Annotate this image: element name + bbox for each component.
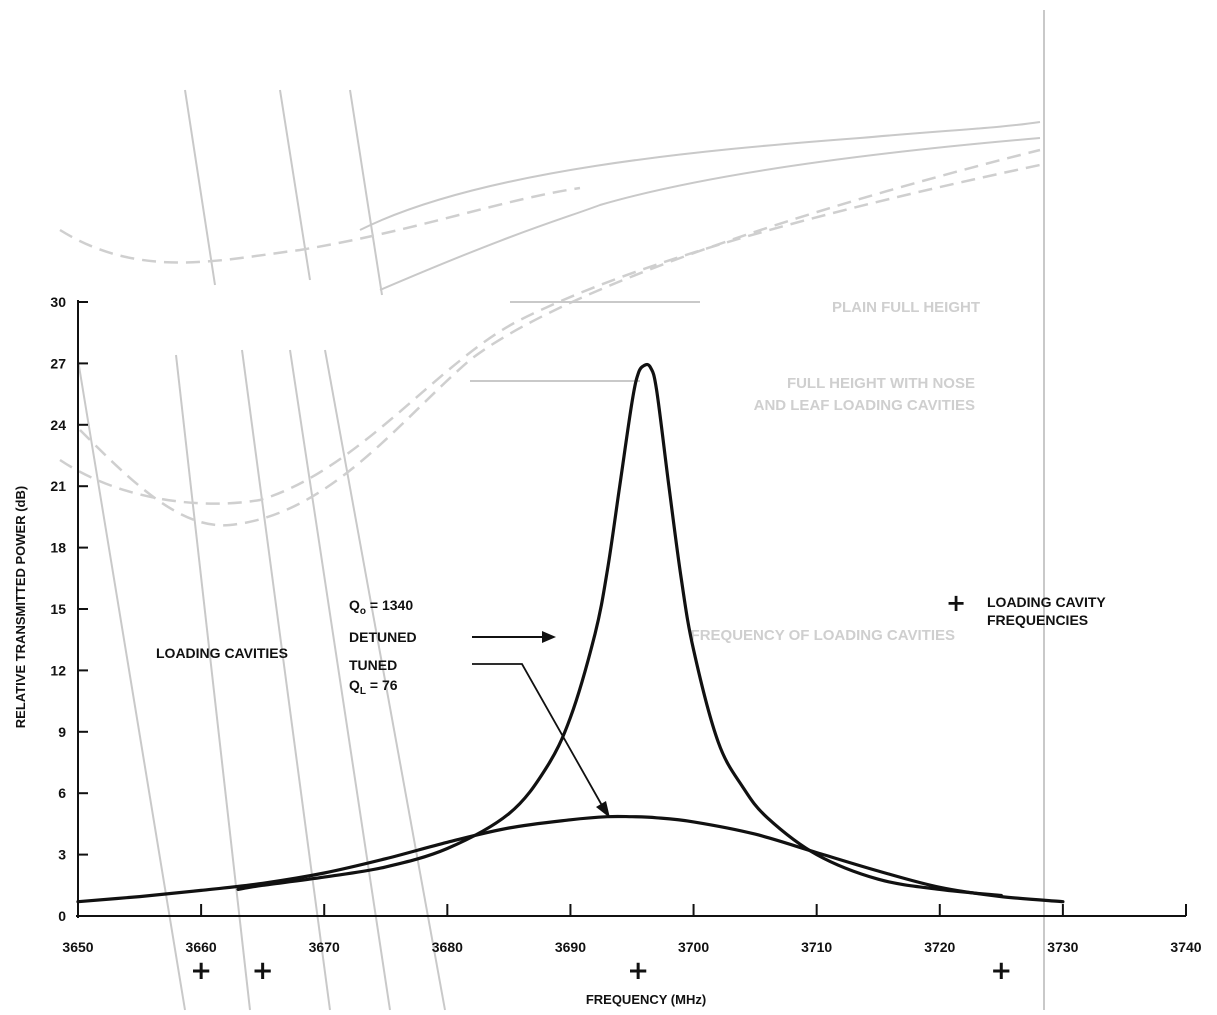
ql-value: = 76 xyxy=(366,677,398,693)
ql-label: Q xyxy=(349,677,360,693)
series-tuned-line xyxy=(76,814,1065,904)
bleed-line xyxy=(77,359,186,1011)
loading-cavity-marker: + xyxy=(990,956,1012,986)
tuned-arrow xyxy=(472,663,605,810)
bleed-text: AND LEAF LOADING CAVITIES xyxy=(754,397,975,414)
bleed-text: PLAIN FULL HEIGHT xyxy=(832,299,980,316)
loading-cavity-marker: + xyxy=(252,956,274,986)
x-ticks: 3650 3660 3670 3680 3690 3700 3710 3720 3730 3740 xyxy=(62,904,1202,955)
y-tick-label: 15 xyxy=(50,601,66,617)
y-tick-label: 9 xyxy=(58,724,66,740)
bleed-line xyxy=(289,349,391,1011)
y-axis-title: RELATIVE TRANSMITTED POWER (dB) xyxy=(13,486,28,728)
y-tick-label: 24 xyxy=(50,417,66,433)
x-tick-label: 3690 xyxy=(555,939,586,955)
x-tick-label: 3720 xyxy=(924,939,955,955)
bleed-text: FULL HEIGHT WITH NOSE xyxy=(787,375,975,392)
legend-line-1: LOADING CAVITY xyxy=(987,594,1106,610)
legend-symbol: + xyxy=(946,589,966,617)
loading-cavities-label: LOADING CAVITIES xyxy=(156,645,288,661)
bleed-line xyxy=(349,89,383,296)
y-tick-label: 21 xyxy=(50,478,66,494)
tuned-arrowhead xyxy=(596,801,610,818)
loading-cavity-marker: + xyxy=(627,956,649,986)
qo-subscript: o xyxy=(360,606,366,617)
series-layer xyxy=(76,362,1065,904)
bleed-text: FREQUENCY OF LOADING CAVITIES xyxy=(691,627,955,644)
annotations: Qo = 1340 DETUNED LOADING CAVITIES TUNED… xyxy=(156,589,1106,818)
x-tick-label: 3650 xyxy=(62,939,93,955)
x-tick-label: 3660 xyxy=(186,939,217,955)
y-tick-label: 18 xyxy=(50,540,66,556)
x-tick-label: 3680 xyxy=(432,939,463,955)
ql-annotation: QL = 76 xyxy=(349,677,398,697)
bleed-curve xyxy=(379,137,1041,291)
x-tick-label: 3730 xyxy=(1047,939,1078,955)
bleed-curve xyxy=(79,148,1041,527)
detuned-label: DETUNED xyxy=(349,629,417,645)
loading-cavity-marker: + xyxy=(190,956,212,986)
y-tick-label: 27 xyxy=(50,355,66,371)
bleed-curve xyxy=(59,163,1041,505)
x-axis-title: FREQUENCY (MHz) xyxy=(586,992,706,1007)
ql-subscript: L xyxy=(360,686,366,697)
bleed-line xyxy=(241,349,331,1011)
x-tick-label: 3700 xyxy=(678,939,709,955)
x-tick-label: 3670 xyxy=(309,939,340,955)
bleed-line xyxy=(324,349,446,1011)
qo-value: = 1340 xyxy=(366,597,413,613)
bleed-curve xyxy=(59,186,581,264)
legend-line-2: FREQUENCIES xyxy=(987,612,1088,628)
series-detuned-line xyxy=(236,362,1003,898)
loading-cavity-markers: + + + + xyxy=(190,956,1012,986)
bleed-through-layer: PLAIN FULL HEIGHT FULL HEIGHT WITH NOSE … xyxy=(59,10,1045,1011)
bleed-curve xyxy=(359,121,1041,231)
detuned-arrowhead xyxy=(542,631,556,643)
qo-annotation: Qo = 1340 xyxy=(349,597,413,617)
y-tick-label: 3 xyxy=(58,847,66,863)
x-tick-label: 3740 xyxy=(1170,939,1201,955)
y-tick-label: 0 xyxy=(58,908,66,924)
x-tick-label: 3710 xyxy=(801,939,832,955)
y-ticks: 0 3 6 9 12 15 18 21 24 27 30 xyxy=(50,294,88,924)
bleed-line xyxy=(184,89,216,286)
tuned-label: TUNED xyxy=(349,657,397,673)
bleed-line xyxy=(175,354,251,1011)
qo-label: Q xyxy=(349,597,360,613)
y-tick-label: 12 xyxy=(50,662,66,678)
y-tick-label: 6 xyxy=(58,785,66,801)
y-tick-label: 30 xyxy=(50,294,66,310)
